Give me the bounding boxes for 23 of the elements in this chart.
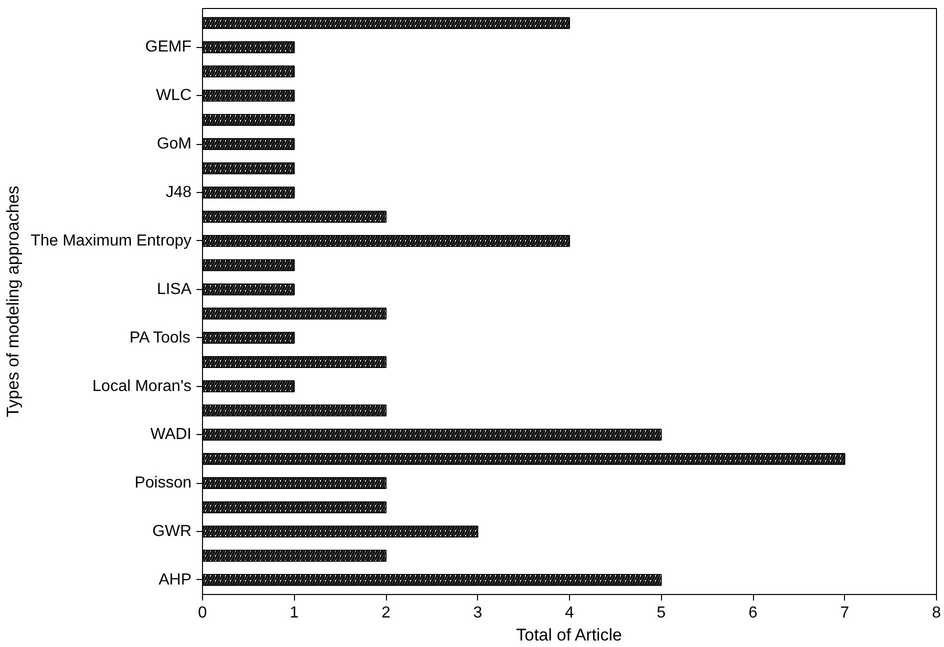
x-tick-label: 6 [748, 604, 758, 622]
y-tick-label: J48 [166, 184, 192, 202]
y-tick-label: PA Tools [130, 329, 190, 346]
x-tick-label: 5 [656, 604, 666, 622]
y-tick-label: Poisson [134, 474, 192, 492]
y-tick-label: WLC [156, 87, 192, 104]
y-tick-label: WADI [150, 426, 192, 444]
x-tick-label: 1 [290, 604, 299, 622]
x-tick-label: 8 [932, 604, 942, 622]
y-tick-label: AHP [158, 571, 192, 588]
y-tick-label: GWR [152, 523, 192, 540]
y-tick-label: GEMF [145, 38, 192, 56]
x-axis-title: Total of Article [516, 626, 622, 644]
y-tick-label: GoM [156, 136, 192, 153]
x-tick-label: 2 [382, 604, 391, 622]
y-tick-label: Local Moran's [92, 378, 192, 395]
x-tick-label: 3 [473, 604, 482, 622]
x-tick-label: 7 [840, 604, 850, 622]
x-tick-label: 0 [198, 604, 208, 622]
y-tick-label: LISA [156, 280, 192, 298]
x-tick-label: 4 [565, 604, 574, 622]
y-axis-title: Types of modeling approaches [4, 186, 23, 418]
y-tick-label: The Maximum Entropy [30, 232, 192, 250]
